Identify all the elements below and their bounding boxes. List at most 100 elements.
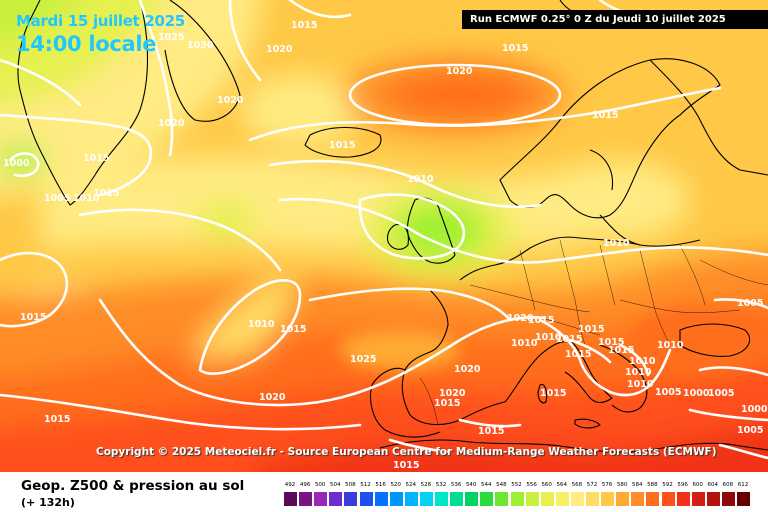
- model-run-info: Run ECMWF 0.25° 0 Z du Jeudi 10 juillet …: [462, 10, 768, 29]
- pressure-label: 1010: [629, 356, 656, 367]
- pressure-label: 1005: [737, 425, 763, 436]
- legend-swatch: [525, 492, 539, 506]
- isobars: [0, 0, 768, 460]
- legend-value: 520: [390, 482, 401, 488]
- legend-value: 588: [647, 482, 658, 488]
- legend-swatch: [586, 492, 599, 506]
- z500-shading: [0, 0, 768, 472]
- legend-swatch: [419, 492, 433, 506]
- pressure-label: 1015: [608, 345, 634, 356]
- pressure-label: 1015: [329, 140, 355, 151]
- legend-swatch: [329, 492, 343, 506]
- pressure-label: 1015: [434, 398, 460, 409]
- pressure-label: 1010: [407, 174, 434, 185]
- legend-value: 532: [435, 482, 447, 488]
- legend-value: 576: [601, 482, 613, 488]
- legend-value: 568: [571, 482, 583, 488]
- legend-bar: Geop. Z500 & pression au sol (+ 132h) 49…: [0, 472, 768, 512]
- legend-value: 560: [541, 482, 552, 488]
- legend-swatch: [495, 492, 509, 506]
- pressure-label: 1000: [683, 388, 710, 399]
- pressure-labels: 1015 1025 1030 1020 1015 1020 1020 1015 …: [3, 20, 768, 471]
- legend-swatch: [540, 492, 554, 506]
- pressure-label: 1020: [446, 66, 473, 77]
- legend-value: 608: [722, 482, 734, 488]
- legend-swatch: [691, 492, 705, 506]
- legend-swatch: [601, 492, 615, 506]
- legend-value: 592: [662, 482, 673, 488]
- color-scale-legend: 492 496 500 504 508 512 516 520 524 528 532 536 540 5…: [284, 482, 752, 506]
- pressure-label: 1015: [83, 153, 109, 164]
- legend-swatch: [676, 492, 690, 506]
- pressure-label: 1010: [535, 332, 562, 343]
- pressure-label: 1005: [737, 298, 763, 309]
- legend-value: 584: [632, 482, 643, 488]
- forecast-local-time: 14:00 locale: [16, 32, 157, 56]
- legend-swatch: [721, 492, 735, 506]
- legend-swatch: [661, 492, 675, 506]
- pressure-label: 1020: [439, 388, 466, 399]
- legend-value: 492: [284, 482, 296, 488]
- legend-swatch: [510, 492, 524, 506]
- legend-value: 604: [707, 482, 719, 488]
- pressure-label: 1015: [44, 414, 70, 425]
- legend-swatch: [570, 492, 584, 506]
- legend-swatch: [359, 492, 373, 506]
- legend-swatch: [435, 492, 448, 506]
- legend-swatch: [284, 492, 297, 506]
- pressure-label: 1030: [187, 40, 214, 51]
- legend-swatch: [646, 492, 660, 506]
- lead-time: (+ 132h): [21, 496, 75, 509]
- pressure-label: 1020: [158, 118, 185, 129]
- pressure-label: 1020: [259, 392, 286, 403]
- coastlines: [17, 0, 768, 453]
- legend-swatch: [480, 492, 494, 506]
- pressure-label: 1025: [350, 354, 376, 365]
- pressure-label: 1015: [578, 324, 604, 335]
- pressure-label: 1015: [528, 315, 554, 326]
- legend-swatch: [314, 492, 328, 506]
- legend-swatch: [344, 492, 358, 506]
- legend-swatch: [389, 492, 403, 506]
- legend-value: 600: [692, 482, 703, 488]
- forecast-date: Mardi 15 juillet 2025: [16, 12, 185, 30]
- legend-swatch: [631, 492, 645, 506]
- pressure-label: 1010: [248, 319, 275, 330]
- pressure-label: 1025: [158, 32, 184, 43]
- legend-swatch: [450, 492, 464, 506]
- pressure-label: 1015: [93, 188, 119, 199]
- pressure-label: 1020: [266, 44, 293, 55]
- pressure-label: 1010: [73, 193, 100, 204]
- pressure-label: 1015: [502, 43, 528, 54]
- pressure-label: 1015: [556, 334, 582, 345]
- geopotential-map: 1015 1025 1030 1020 1015 1020 1020 1015 …: [0, 0, 768, 472]
- pressure-label: 1000: [741, 404, 768, 415]
- legend-swatch: [374, 492, 388, 506]
- pressure-label: 1015: [20, 312, 46, 323]
- legend-value: 504: [330, 482, 341, 488]
- legend-value: 528: [420, 482, 432, 488]
- pressure-label: 1015: [540, 388, 566, 399]
- pressure-label: 1010: [657, 340, 684, 351]
- legend-value: 580: [616, 482, 628, 488]
- legend-swatch: [299, 492, 313, 506]
- pressure-label: 1005: [44, 193, 70, 204]
- copyright-notice: Copyright © 2025 Meteociel.fr - Source E…: [96, 446, 717, 458]
- legend-swatch: [555, 492, 569, 506]
- legend-value: 540: [465, 482, 477, 488]
- pressure-label: 1010: [511, 338, 538, 349]
- legend-value: 536: [450, 482, 462, 488]
- legend-value: 524: [405, 482, 417, 488]
- legend-value: 516: [375, 482, 386, 488]
- pressure-label: 1020: [217, 95, 244, 106]
- pressure-label: 1005: [708, 388, 734, 399]
- pressure-label: 1015: [280, 324, 306, 335]
- legend-value: 612: [737, 482, 749, 488]
- legend-value: 508: [345, 482, 356, 488]
- pressure-label: 1020: [454, 364, 481, 375]
- field-title: Geop. Z500 & pression au sol: [21, 478, 245, 494]
- pressure-label: 1020: [507, 313, 534, 324]
- legend-swatch: [465, 492, 479, 506]
- pressure-label: 1015: [478, 426, 504, 437]
